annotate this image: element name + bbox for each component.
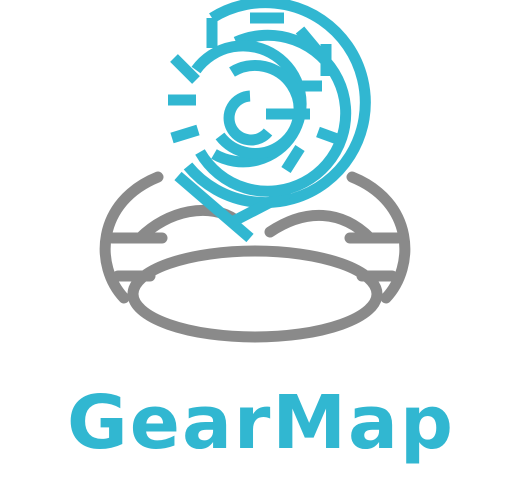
maze-map-pin-icon [168,3,365,238]
gearmap-logo-mark [0,0,523,380]
brand-wordmark: GearMap [0,378,523,477]
brand-name: GearMap [67,380,455,466]
